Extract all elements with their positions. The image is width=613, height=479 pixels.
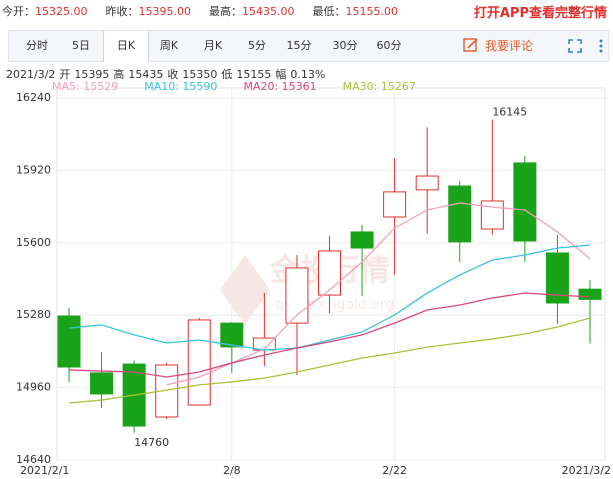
ma-line — [68, 292, 591, 378]
candle-body — [448, 185, 472, 243]
candle-body — [578, 288, 602, 300]
tab[interactable]: 周K — [159, 39, 179, 52]
legend-name: MA10 — [144, 80, 182, 93]
info-label: 幅 — [275, 68, 287, 81]
legend-value: 15267 — [380, 80, 416, 93]
quote-bar: 今开：15325.00 昨收：15395.00 最高：15435.00 最低：1515… — [2, 3, 416, 19]
ma-line — [68, 317, 591, 404]
y-tick-label: 15920 — [16, 163, 51, 176]
quote-value: 15435.00 — [242, 5, 295, 18]
info-label: 开 — [59, 68, 71, 81]
candle-body — [545, 252, 569, 304]
legend-item: MA2015361 — [243, 80, 316, 93]
candle-body — [350, 231, 374, 249]
quote-value: 15155.00 — [345, 5, 399, 18]
fullscreen-icon[interactable] — [568, 39, 582, 53]
info-value: 15435 — [128, 68, 164, 81]
legend-name: MA5 — [52, 80, 83, 93]
quote-value: 15325.00 — [35, 5, 88, 18]
candle-body — [90, 372, 114, 395]
legend-name: MA20 — [243, 80, 281, 93]
comment-button[interactable]: 我要评论 — [463, 37, 533, 55]
y-tick-label: 14640 — [16, 453, 51, 466]
legend-item: MA3015267 — [343, 80, 416, 93]
more-icon[interactable] — [595, 39, 607, 53]
tab[interactable]: 分时 — [26, 39, 48, 52]
candle-body — [383, 191, 407, 218]
quote-label: 昨收： — [105, 5, 139, 18]
watermark-logo — [220, 255, 270, 325]
candle-body — [187, 319, 211, 406]
app-link[interactable]: 打开APP查看完整行情 — [473, 6, 607, 21]
tab[interactable]: 5日 — [72, 39, 90, 52]
legend-item: MA515529 — [52, 80, 118, 93]
x-tick-label: 2021/3/2 — [562, 464, 611, 477]
quote-label: 最高： — [209, 5, 242, 18]
y-tick-label: 15280 — [16, 308, 51, 321]
tab[interactable]: 15分 — [286, 39, 312, 52]
candle-body — [285, 267, 309, 324]
candle-body — [415, 175, 439, 191]
tab[interactable]: 5分 — [248, 39, 266, 52]
x-tick-label: 2/22 — [382, 464, 407, 477]
ma-line — [68, 244, 591, 351]
legend-item: MA1015590 — [144, 80, 217, 93]
quote-value: 15395.00 — [138, 5, 192, 18]
info-line: 2021/3/2 开 15395 高 15435 收 15350 低 15155 幅 0.13% — [6, 66, 329, 82]
info-value: 0.13% — [290, 68, 326, 81]
max-label: 16145 — [492, 105, 527, 118]
info-date: 2021/3/2 — [6, 68, 56, 81]
candle-body — [220, 322, 244, 348]
tab[interactable]: 日K — [103, 31, 149, 62]
tab[interactable]: 60分 — [376, 39, 402, 52]
info-label: 低 — [221, 68, 233, 81]
quote-label: 最低： — [312, 5, 346, 18]
y-tick-label: 16240 — [16, 91, 51, 104]
y-tick-label: 14960 — [16, 381, 51, 394]
x-tick-label: 2021/2/1 — [20, 464, 69, 477]
quote-label: 今开： — [2, 5, 35, 18]
legend: MA515529 MA1015590 MA2015361 MA3015267 — [52, 80, 442, 93]
y-tick-label: 15600 — [16, 236, 51, 249]
candle-body — [480, 200, 504, 230]
legend-name: MA30 — [343, 80, 381, 93]
info-value: 15155 — [236, 68, 272, 81]
x-tick-label: 2/8 — [223, 464, 241, 477]
comment-icon — [463, 38, 478, 52]
candle-body — [57, 315, 81, 368]
candle-body — [155, 364, 179, 418]
comment-label: 我要评论 — [485, 39, 534, 53]
legend-value: 15529 — [83, 80, 119, 93]
candle-body — [318, 250, 341, 296]
legend-value: 15361 — [281, 80, 317, 93]
info-value: 15350 — [182, 68, 218, 81]
tab[interactable]: 30分 — [332, 39, 358, 52]
info-label: 收 — [167, 68, 179, 81]
info-label: 高 — [113, 68, 125, 81]
legend-value: 15590 — [182, 80, 218, 93]
ma-line — [166, 202, 591, 386]
candle-body — [513, 162, 537, 242]
info-value: 15395 — [74, 68, 110, 81]
min-label: 14760 — [134, 436, 169, 449]
tab[interactable]: 月K — [203, 39, 223, 52]
tab-bar: 我要评论 分时 5日 日K 周K 月K 5分 15分 30分 60分 — [8, 30, 609, 62]
